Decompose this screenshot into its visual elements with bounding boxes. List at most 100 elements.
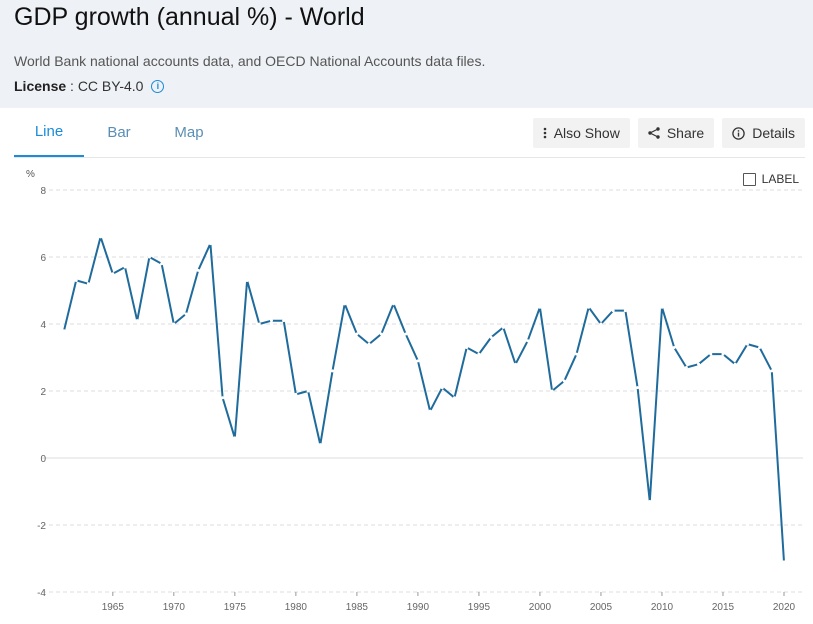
data-point xyxy=(391,302,395,306)
y-tick-label: 4 xyxy=(40,320,46,331)
data-point xyxy=(489,335,493,339)
tabs-divider xyxy=(14,157,805,158)
license-value: CC BY-4.0 xyxy=(77,78,144,94)
data-point xyxy=(477,352,481,356)
data-point xyxy=(147,255,151,259)
data-point xyxy=(282,319,286,323)
data-point xyxy=(501,325,505,329)
data-point xyxy=(733,362,737,366)
x-tick-label: 1965 xyxy=(102,602,125,613)
x-tick-label: 2000 xyxy=(529,602,552,613)
data-point xyxy=(172,322,176,326)
x-tick-label: 1995 xyxy=(468,602,491,613)
tab-line[interactable]: Line xyxy=(14,108,84,157)
data-point xyxy=(562,379,566,383)
details-button[interactable]: Details xyxy=(722,118,805,148)
license-separator: : xyxy=(66,78,78,94)
data-point xyxy=(416,359,420,363)
data-point xyxy=(465,345,469,349)
y-tick-label: 6 xyxy=(40,253,46,264)
data-point xyxy=(208,242,212,246)
data-point xyxy=(184,312,188,316)
chart-card: Line Bar Map Also Show Share Details LAB… xyxy=(0,108,813,624)
data-point xyxy=(782,560,786,564)
data-point xyxy=(318,443,322,447)
y-tick-label: -4 xyxy=(37,588,46,599)
data-point xyxy=(123,265,127,269)
data-point xyxy=(135,319,139,323)
data-point xyxy=(636,386,640,390)
share-button[interactable]: Share xyxy=(637,118,715,148)
data-point xyxy=(770,369,774,373)
data-point xyxy=(233,436,237,440)
source-note: World Bank national accounts data, and O… xyxy=(14,53,486,69)
data-point xyxy=(111,272,115,276)
label-toggle[interactable]: LABEL xyxy=(742,172,799,186)
data-point xyxy=(428,409,432,413)
also-show-button[interactable]: Also Show xyxy=(532,118,630,148)
label-toggle-text: LABEL xyxy=(761,172,799,186)
tab-bar[interactable]: Bar xyxy=(107,124,131,141)
data-point xyxy=(404,332,408,336)
data-point xyxy=(660,305,664,309)
y-axis-unit: % xyxy=(26,169,35,180)
data-point xyxy=(343,302,347,306)
data-point xyxy=(294,392,298,396)
series-line xyxy=(63,235,785,562)
chart-type-tabs: Line Bar Map xyxy=(14,108,224,158)
data-point xyxy=(599,322,603,326)
data-point xyxy=(672,345,676,349)
y-tick-label: -2 xyxy=(37,521,46,532)
data-point xyxy=(86,282,90,286)
y-tick-label: 8 xyxy=(40,186,46,197)
data-point xyxy=(611,309,615,313)
chart-actions: Also Show Share Details xyxy=(532,118,805,148)
data-point xyxy=(453,396,457,400)
data-point xyxy=(587,305,591,309)
x-tick-label: 2005 xyxy=(590,602,613,613)
data-point xyxy=(257,322,261,326)
tab-map[interactable]: Map xyxy=(174,124,204,141)
data-point xyxy=(440,386,444,390)
data-point xyxy=(697,362,701,366)
data-point xyxy=(74,278,78,282)
label-checkbox[interactable] xyxy=(742,172,756,186)
data-point xyxy=(538,305,542,309)
license-line: License : CC BY-4.0 i xyxy=(14,78,165,94)
share-label: Share xyxy=(666,125,705,141)
data-point xyxy=(99,235,103,239)
data-point xyxy=(721,352,725,356)
data-point xyxy=(221,396,225,400)
x-tick-label: 2020 xyxy=(773,602,796,613)
data-point xyxy=(306,389,310,393)
more-vertical-icon xyxy=(543,127,547,139)
info-icon[interactable]: i xyxy=(151,79,165,93)
data-point xyxy=(379,332,383,336)
data-point xyxy=(758,345,762,349)
data-point xyxy=(684,366,688,370)
data-point xyxy=(330,369,334,373)
data-point xyxy=(550,389,554,393)
x-tick-label: 1970 xyxy=(163,602,186,613)
data-point xyxy=(62,329,66,333)
data-point xyxy=(160,262,164,266)
data-point xyxy=(575,352,579,356)
data-point xyxy=(196,268,200,272)
info-circle-icon xyxy=(732,126,745,140)
x-tick-label: 1980 xyxy=(285,602,308,613)
also-show-label: Also Show xyxy=(553,125,620,141)
x-tick-label: 2015 xyxy=(712,602,735,613)
data-point xyxy=(526,339,530,343)
data-point xyxy=(514,362,518,366)
x-tick-label: 1985 xyxy=(346,602,369,613)
data-point xyxy=(367,342,371,346)
share-icon xyxy=(648,127,660,139)
data-point xyxy=(245,278,249,282)
y-tick-label: 2 xyxy=(40,387,46,398)
data-point xyxy=(709,352,713,356)
data-point xyxy=(355,332,359,336)
data-point xyxy=(745,342,749,346)
x-tick-label: 1990 xyxy=(407,602,430,613)
details-label: Details xyxy=(752,125,795,141)
